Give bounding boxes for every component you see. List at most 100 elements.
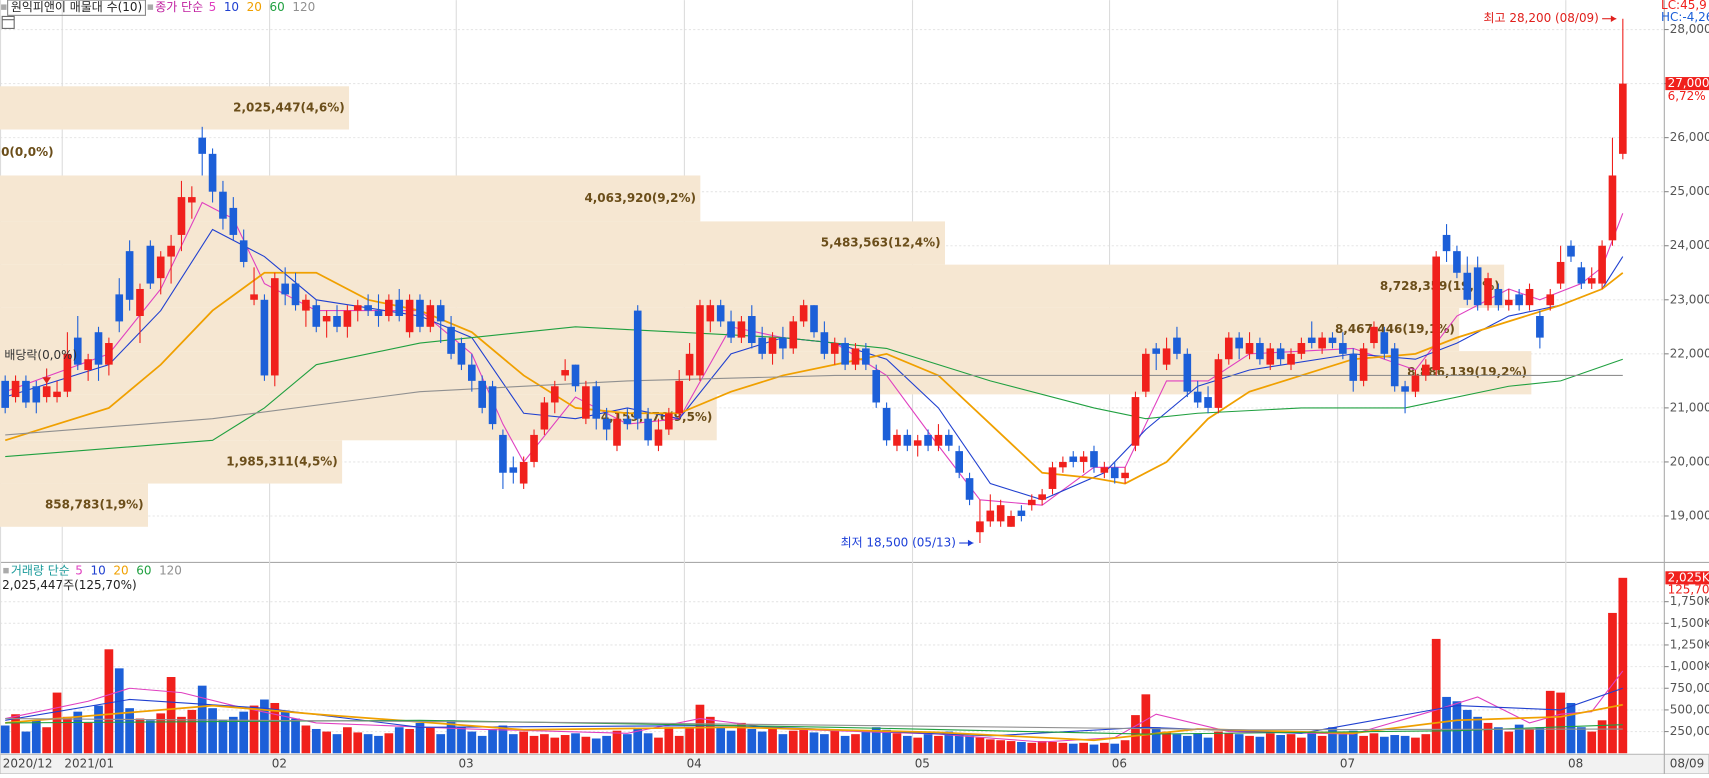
candle-body xyxy=(1059,461,1067,468)
candle-body xyxy=(1556,261,1565,284)
candle-body xyxy=(820,332,829,354)
legend-entry: 20 xyxy=(113,564,128,578)
candle-body xyxy=(53,391,61,398)
legend-entry: 120 xyxy=(292,0,315,14)
volume-bar xyxy=(851,734,860,754)
volume-bar xyxy=(519,731,529,754)
x-tick-label: 05 xyxy=(915,757,930,771)
candle-body xyxy=(1339,343,1347,354)
candle-body xyxy=(519,461,528,484)
candle-body xyxy=(1307,337,1316,344)
ma-line xyxy=(5,670,1624,743)
volume-bar xyxy=(166,677,176,754)
volume-bar xyxy=(1576,727,1586,754)
candle-body xyxy=(1193,391,1202,403)
candle-body xyxy=(385,299,393,317)
volume-bar xyxy=(1483,722,1493,754)
volume-bar xyxy=(861,731,871,754)
candle-body xyxy=(633,310,642,419)
candle-body xyxy=(94,332,103,365)
low-note: 최저 18,500 (05/13) xyxy=(841,536,956,550)
candle-body xyxy=(353,305,362,311)
volume-bar xyxy=(1452,701,1462,754)
last-price-label: 27,000 xyxy=(1668,76,1709,90)
volume-bar xyxy=(94,705,103,754)
y-tick-label: 1,250K xyxy=(1670,637,1709,651)
candle-body xyxy=(395,299,404,317)
volume-bar xyxy=(1255,736,1265,754)
x-tick-label: 2021/01 xyxy=(64,757,114,771)
legend-entry: 5 xyxy=(209,0,217,14)
high-note: 최고 28,200 (08/09) xyxy=(1484,11,1599,25)
candle-body xyxy=(986,510,995,522)
volume-bar xyxy=(1421,734,1431,754)
volume-bar xyxy=(1328,727,1337,754)
candle-body xyxy=(1390,348,1399,387)
candle-body xyxy=(42,386,51,398)
volume-bar xyxy=(1058,742,1068,754)
candle-body xyxy=(1546,294,1555,306)
candle-body xyxy=(654,429,663,446)
volume-bar xyxy=(187,709,197,754)
candle-body xyxy=(934,434,943,446)
volume-bar xyxy=(1504,731,1514,754)
volume-bar xyxy=(975,737,985,754)
volume-bar xyxy=(332,734,342,754)
volume-bar xyxy=(42,727,52,754)
volume-bar xyxy=(228,716,238,754)
volume-bar xyxy=(1234,734,1244,754)
candle-body xyxy=(250,294,258,300)
volume-band xyxy=(0,221,945,265)
y-tick-label: 26,000 xyxy=(1670,130,1709,144)
candle-body xyxy=(270,278,279,376)
volume-bar xyxy=(1494,727,1503,754)
candle-body xyxy=(571,364,580,387)
volume-bar xyxy=(820,734,829,754)
candle-body xyxy=(665,413,673,430)
candle-body xyxy=(426,305,435,327)
volume-bar xyxy=(208,708,217,754)
candle-body xyxy=(1587,278,1596,284)
volume-bar xyxy=(374,735,383,754)
volume-bar xyxy=(135,718,145,754)
volume-bar xyxy=(788,730,798,754)
volume-bar xyxy=(1556,692,1565,754)
candle-body xyxy=(416,299,424,327)
candle-body xyxy=(84,359,92,371)
volume-bar xyxy=(0,725,10,754)
volume-bar xyxy=(923,734,933,754)
candle-body xyxy=(405,299,414,333)
legend-entry: 60 xyxy=(136,564,151,578)
candle-body xyxy=(976,521,984,533)
candle-body xyxy=(146,245,155,284)
candle-body xyxy=(125,251,134,300)
volume-bar xyxy=(1182,735,1192,754)
x-tick-label: 07 xyxy=(1340,757,1355,771)
settings-icon[interactable] xyxy=(1,15,15,29)
candle-body xyxy=(799,305,808,322)
y-tick-label: 21,000 xyxy=(1670,400,1709,414)
volume-bar xyxy=(747,728,757,754)
candle-body xyxy=(1608,175,1617,241)
volume-bar xyxy=(1400,735,1410,754)
x-axis-strip xyxy=(0,753,1709,775)
volume-bar xyxy=(394,727,404,754)
volume-bar xyxy=(457,727,466,754)
candle-body xyxy=(208,153,217,192)
volume-band xyxy=(0,351,1532,395)
volume-bar xyxy=(1110,743,1120,754)
candle-body xyxy=(364,305,372,311)
volume-bar xyxy=(529,735,539,754)
candle-body xyxy=(188,197,196,203)
candle-body xyxy=(1048,467,1057,489)
candle-body xyxy=(322,316,331,322)
candle-body xyxy=(1421,364,1430,376)
volume-bar xyxy=(1297,737,1306,754)
candle-body xyxy=(1,380,9,408)
volume-bar xyxy=(1006,741,1016,754)
candle-body xyxy=(1017,510,1026,516)
candle-body xyxy=(851,348,860,365)
volume-band xyxy=(0,264,1505,308)
